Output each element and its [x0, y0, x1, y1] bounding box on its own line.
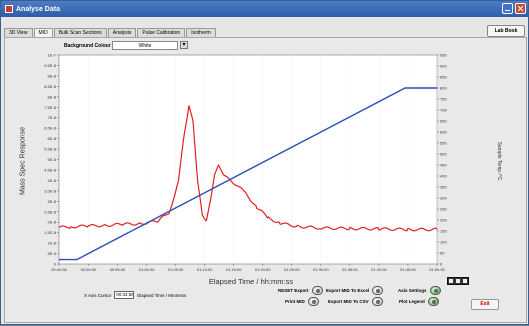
left-axis-label: Mass Spec Response: [19, 126, 27, 196]
print-mid-control: Print MID: [285, 297, 319, 306]
reset-export-label: RESET Export: [278, 288, 309, 293]
print-mid-button[interactable]: [307, 297, 319, 306]
cursor-input[interactable]: 00:34:56: [114, 291, 135, 299]
tab-analysis[interactable]: Analysis: [107, 28, 137, 37]
cursor-label: X Axis Cursor: [84, 292, 112, 298]
zoom-tool-icon[interactable]: [455, 279, 460, 283]
export-mid-excel-button[interactable]: [372, 286, 384, 295]
background-colour-select[interactable]: White: [112, 41, 178, 50]
window-title: Analyse Data: [16, 5, 60, 13]
reset-export-control: RESET Export: [278, 286, 323, 295]
tab-3d-view[interactable]: 3D View: [4, 28, 33, 37]
axis-settings-label: Axis Settings: [398, 288, 427, 293]
reset-export-button[interactable]: [311, 286, 323, 295]
export-mid-excel-control: Export MID To Excel: [326, 286, 384, 295]
lab-book-button[interactable]: Lab Book: [487, 25, 525, 37]
plot-legend-control: Plot Legend: [399, 297, 439, 306]
right-axis-label: Sample Temp /°C: [496, 141, 502, 181]
export-mid-csv-label: Export MID To CSV: [328, 299, 369, 304]
tab-pulse-calibration[interactable]: Pulse Calibration: [137, 28, 186, 37]
graph-palette[interactable]: [447, 277, 469, 285]
export-mid-csv-control: Export MID To CSV: [328, 297, 383, 306]
cursor-unit-label: Elapsed Time / Mmmsss: [137, 292, 187, 298]
pan-tool-icon[interactable]: [462, 279, 467, 283]
x-axis-cursor: X Axis Cursor 00:34:56 Elapsed Time / Mm…: [84, 291, 186, 299]
title-bar: Analyse Data: [1, 1, 528, 17]
tab-mid[interactable]: MID: [33, 28, 53, 37]
axis-settings-button[interactable]: [429, 286, 441, 295]
background-colour-dropdown-icon[interactable]: ▾: [180, 41, 188, 49]
plot-legend-button[interactable]: [427, 297, 439, 306]
tab-bulk-scan-sections[interactable]: Bulk Scan Sections: [53, 28, 107, 37]
plot-legend-label: Plot Legend: [399, 299, 425, 304]
tab-bar: 3D View MID Bulk Scan Sections Analysis …: [4, 28, 217, 37]
export-mid-csv-button[interactable]: [371, 297, 383, 306]
app-icon: [5, 5, 13, 13]
print-mid-label: Print MID: [285, 299, 305, 304]
export-mid-excel-label: Export MID To Excel: [326, 288, 370, 293]
minimize-button[interactable]: [502, 3, 513, 14]
axis-settings-control: Axis Settings: [398, 286, 441, 295]
exit-button[interactable]: Exit: [471, 299, 499, 310]
background-colour-label: Background Colour: [64, 43, 111, 49]
close-button[interactable]: [515, 3, 526, 14]
tab-isotherm[interactable]: Isotherm: [186, 28, 216, 37]
x-axis-label: Elapsed Time / hh:mm:ss: [208, 277, 294, 286]
cursor-tool-icon[interactable]: [449, 279, 454, 283]
